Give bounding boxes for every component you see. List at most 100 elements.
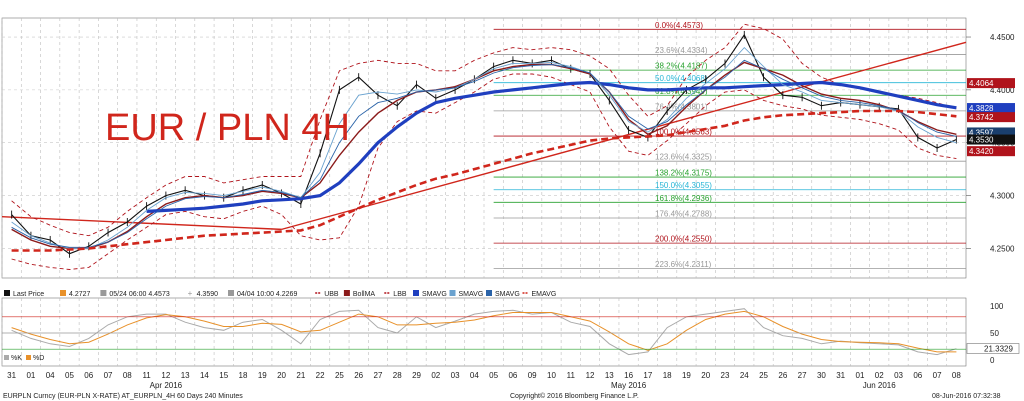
chart-title: EUR / PLN 4H	[105, 107, 350, 149]
fib-label: 176.4%(4.2788)	[655, 209, 712, 218]
legend-swatch	[228, 290, 234, 296]
day-tick-label: 31	[7, 371, 16, 380]
fib-label: 123.6%(4.3325)	[655, 153, 712, 162]
legend-swatch	[413, 290, 419, 296]
day-tick-label: 16	[624, 371, 633, 380]
fib-label: 23.6%(4.4334)	[655, 46, 708, 55]
day-tick-label: 08	[952, 371, 961, 380]
time-axis: 31 01 04 05 06 07 08 11 12 13 14 15 18 19 20 21 22 25 26 27…	[7, 371, 961, 390]
legend-label: 04/04 10:00 4.2269	[237, 291, 297, 298]
day-tick-label: 30	[817, 371, 826, 380]
day-tick-label: 04	[46, 371, 55, 380]
day-tick-label: 12	[586, 371, 595, 380]
indicator-legend-swatch	[4, 355, 9, 360]
fib-label: 161.8%(4.2936)	[655, 194, 712, 203]
price-tag	[967, 78, 1015, 89]
price-tag	[967, 134, 1015, 145]
price-tick-label: 4.3000	[990, 192, 1015, 201]
legend-label: EMAVG	[532, 291, 557, 298]
day-tick-label: 22	[316, 371, 325, 380]
day-tick-label: 24	[740, 371, 749, 380]
indicator-last-tag	[966, 343, 1020, 354]
day-tick-label: 25	[335, 371, 344, 380]
fib-label: 38.2%(4.4187)	[655, 62, 708, 71]
legend-swatch	[449, 290, 456, 296]
legend-label: 4.2727	[69, 291, 91, 298]
trendlines	[1, 41, 967, 231]
price-tag-label: 4.4064	[969, 79, 994, 88]
price-axis: 4.45004.40004.35004.30004.25004.40644.38…	[966, 33, 1020, 365]
day-tick-label: 17	[643, 371, 652, 380]
series-smavg	[146, 80, 957, 213]
month-label: Apr 2016	[150, 381, 183, 390]
series-smavg	[11, 59, 957, 248]
day-tick-label: 08	[123, 371, 132, 380]
legend-label: 05/24 06:00 4.4573	[109, 291, 169, 298]
day-tick-label: 07	[104, 371, 113, 380]
day-tick-label: 28	[393, 371, 402, 380]
legend-label: 4.3590	[197, 291, 219, 298]
indicator-legend-label: %K	[11, 355, 22, 362]
legend: Last Price 4.2727 05/24 06:00 4.4573 +4.359…	[4, 289, 556, 298]
indicator-last-label: 21.3329	[984, 344, 1013, 353]
fib-label: 138.2%(4.3175)	[655, 169, 712, 178]
legend-swatch	[60, 290, 66, 296]
day-tick-label: 18	[663, 371, 672, 380]
price-tag	[967, 146, 1015, 157]
legend-label: LBB	[393, 291, 407, 298]
day-tick-label: 03	[894, 371, 903, 380]
day-tick-label: 09	[528, 371, 537, 380]
series-lbb	[11, 73, 957, 270]
day-tick-label: 31	[836, 371, 845, 380]
legend-label: SMAVG	[495, 291, 520, 298]
price-tick-label: 4.4000	[990, 86, 1015, 95]
day-tick-label: 03	[451, 371, 460, 380]
day-tick-label: 07	[933, 371, 942, 380]
fib-label: 200.0%(4.2550)	[655, 235, 712, 244]
day-tick-label: 18	[239, 371, 248, 380]
day-tick-label: 13	[605, 371, 614, 380]
legend-swatch	[486, 290, 492, 296]
fib-label: 61.8%(4.3949)	[655, 87, 708, 96]
day-tick-label: 11	[567, 371, 576, 380]
day-tick-label: 02	[875, 371, 884, 380]
day-tick-label: 01	[856, 371, 865, 380]
price-tag	[967, 112, 1015, 123]
day-tick-label: 13	[181, 371, 190, 380]
stochastic-panel: %K %D	[2, 308, 966, 362]
legend-label: SMAVG	[459, 291, 484, 298]
fib-label: 150.0%(4.3055)	[655, 181, 712, 190]
footer-center: Copyright© 2016 Bloomberg Finance L.P.	[510, 392, 639, 400]
day-tick-label: 02	[431, 371, 440, 380]
day-tick-label: 23	[721, 371, 730, 380]
price-tag-label: 4.3742	[969, 113, 994, 122]
day-tick-label: 20	[277, 371, 286, 380]
series-smavg	[11, 46, 957, 249]
indicator-tick-label: 0	[990, 356, 995, 365]
series-emavg	[11, 109, 957, 252]
legend-label: SMAVG	[422, 291, 447, 298]
day-tick-label: 21	[296, 371, 305, 380]
price-tag	[967, 127, 1015, 138]
day-tick-label: 27	[798, 371, 807, 380]
fibonacci-levels: 0.0%(4.4573) 23.6%(4.4334) 38.2%(4.4187) 50…	[493, 21, 966, 269]
day-tick-label: 10	[547, 371, 556, 380]
day-tick-label: 19	[682, 371, 691, 380]
month-label: Jun 2016	[863, 381, 896, 390]
footer: EURPLN Curncy (EUR-PLN X-RATE) AT_EURPLN…	[3, 392, 1001, 400]
indicator-legend-label: %D	[33, 355, 44, 362]
indicator-tick-label: 50	[990, 329, 999, 338]
day-tick-label: 26	[778, 371, 787, 380]
legend-swatch: +	[188, 289, 193, 298]
day-tick-label: 19	[258, 371, 267, 380]
day-tick-label: 01	[26, 371, 35, 380]
legend-swatch	[100, 290, 107, 296]
footer-left: EURPLN Curncy (EUR-PLN X-RATE) AT_EURPLN…	[3, 393, 243, 400]
price-tick-label: 4.2500	[990, 244, 1015, 253]
indicator-tick-label: 100	[990, 302, 1004, 311]
price-tag-label: 4.3530	[969, 136, 994, 145]
day-tick-label: 06	[913, 371, 922, 380]
price-tick-label: 4.4500	[990, 33, 1015, 42]
day-tick-label: 20	[701, 371, 710, 380]
trendline	[281, 41, 967, 231]
